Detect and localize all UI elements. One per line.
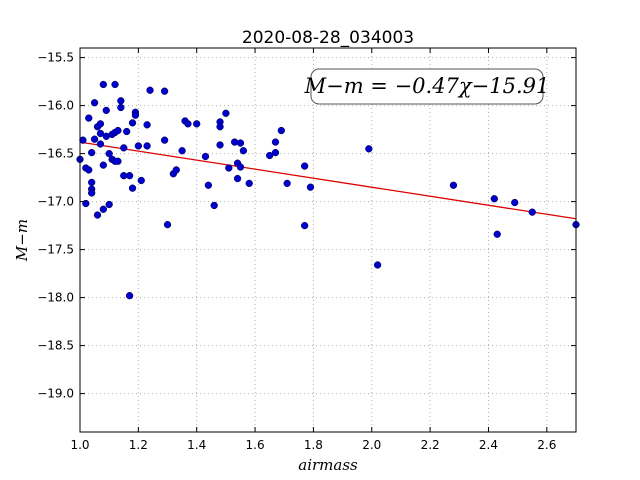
y-tick-label: −16.5	[37, 147, 74, 161]
data-point	[528, 208, 536, 216]
data-point	[301, 221, 309, 230]
data-point	[236, 139, 245, 147]
data-point	[216, 123, 224, 131]
y-tick-label: −16.0	[37, 99, 74, 113]
data-point	[373, 261, 382, 269]
data-point	[216, 141, 224, 149]
data-point	[99, 161, 107, 169]
data-point	[365, 145, 373, 153]
data-point	[88, 178, 96, 187]
scatter-points	[76, 80, 580, 300]
x-tick-label: 1.8	[304, 438, 323, 452]
data-point	[172, 166, 180, 174]
x-tick-label: 1.2	[129, 438, 148, 452]
data-point	[233, 174, 242, 183]
data-point	[128, 119, 137, 127]
data-point	[193, 120, 201, 128]
data-point	[160, 87, 169, 95]
ticks: 1.0 1.2 1.4 1.6 1.8 2.0 2.2 2.4 2.6 −15.5 −16.0 −16…	[37, 48, 576, 452]
y-tick-label: −18.0	[37, 291, 74, 305]
x-axis-label: airmass	[298, 456, 358, 474]
data-point	[236, 163, 245, 171]
data-point	[85, 114, 93, 122]
data-point	[90, 135, 99, 143]
data-point	[301, 162, 309, 170]
data-point	[125, 292, 134, 300]
data-point	[137, 176, 145, 185]
y-tick-label: −17.0	[37, 195, 74, 209]
data-point	[96, 140, 105, 148]
data-point	[96, 129, 105, 138]
data-point	[306, 183, 315, 191]
data-point	[128, 184, 137, 192]
y-tick-label: −15.5	[37, 51, 74, 65]
data-point	[99, 80, 107, 89]
data-point	[204, 181, 213, 189]
chart-title: 2020-08-28_034003	[242, 28, 414, 48]
data-point	[184, 120, 192, 128]
data-point	[123, 127, 131, 136]
data-point	[120, 144, 128, 152]
data-point	[222, 109, 230, 117]
data-point	[265, 151, 274, 160]
grid	[79, 48, 576, 432]
data-point	[117, 97, 125, 105]
data-point	[117, 103, 125, 112]
data-point	[114, 157, 122, 165]
data-point	[143, 121, 151, 129]
data-point	[90, 99, 99, 107]
x-tick-label: 1.4	[187, 438, 206, 452]
fit-line	[79, 141, 577, 220]
data-point	[163, 220, 172, 229]
data-point	[271, 148, 280, 157]
x-tick-label: 2.6	[537, 438, 556, 452]
data-point	[99, 205, 107, 213]
x-tick-label: 2.4	[479, 438, 498, 452]
fit-line-group	[79, 141, 577, 220]
x-tick-label: 1.0	[70, 438, 89, 452]
data-point	[79, 136, 87, 144]
annotation-box: M−m = −0.47χ−15.91	[304, 68, 550, 105]
y-tick-label: −19.0	[37, 387, 74, 401]
x-tick-label: 2.0	[362, 438, 381, 452]
data-point	[125, 172, 134, 180]
x-tick-label: 2.2	[421, 438, 440, 452]
data-point	[88, 148, 96, 157]
y-tick-label: −17.5	[37, 243, 74, 257]
data-point	[283, 179, 291, 188]
plot-frame	[79, 47, 577, 433]
data-point	[88, 189, 96, 197]
data-point	[111, 80, 119, 89]
data-point	[225, 164, 233, 172]
data-point	[201, 152, 210, 161]
data-point	[105, 200, 113, 209]
data-point	[239, 147, 248, 155]
data-point	[146, 86, 154, 94]
x-tick-label: 1.6	[246, 438, 265, 452]
data-point	[93, 211, 102, 219]
data-point	[490, 195, 498, 203]
data-point	[210, 201, 218, 210]
data-point	[277, 126, 285, 135]
data-point	[271, 138, 280, 146]
data-point	[102, 106, 110, 115]
data-point	[143, 142, 151, 150]
data-point	[493, 230, 501, 238]
fit-equation: M−m = −0.47χ−15.91	[304, 74, 550, 98]
data-point	[178, 147, 186, 155]
data-point	[85, 166, 93, 174]
data-point	[134, 142, 143, 150]
data-point	[114, 126, 122, 135]
annotation-frame	[310, 68, 544, 105]
y-axis-label: M−m	[13, 219, 31, 262]
data-point	[160, 136, 169, 144]
data-point	[131, 111, 140, 119]
y-tick-label: −18.5	[37, 339, 74, 353]
data-point	[511, 198, 519, 207]
data-point	[449, 181, 458, 189]
data-point	[96, 120, 105, 128]
data-point	[105, 149, 113, 158]
data-point	[245, 179, 253, 188]
